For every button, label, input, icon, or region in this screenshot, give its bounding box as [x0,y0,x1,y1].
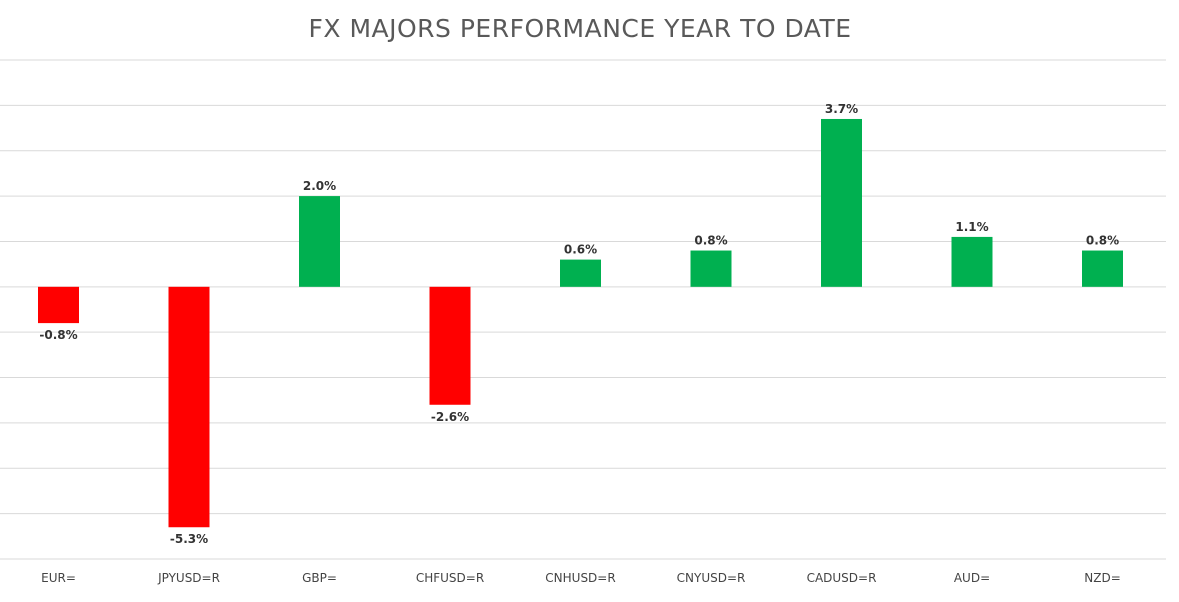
x-tick-label: EUR= [41,571,76,585]
data-label: 2.0% [303,179,336,193]
x-tick-label: NZD= [1084,571,1121,585]
bar-cadusd-r [821,118,862,287]
bar-chfusd-r [429,286,471,405]
data-label: 0.8% [1086,234,1119,248]
bar-eur [38,286,79,324]
x-tick-label: CADUSD=R [807,571,877,585]
x-tick-label: JPYUSD=R [157,571,220,585]
x-axis-tick-labels: EUR= JPYUSD=R GBP= CHFUSD=R CNHUSD=R CNYUSD=R… [41,571,1121,585]
data-label: 3.7% [825,102,858,116]
data-label: -0.8% [39,328,77,342]
data-label: -2.6% [431,410,469,424]
bars [38,118,1123,528]
data-label: -5.3% [170,532,208,546]
data-label: 0.8% [694,234,727,248]
x-tick-label: CNYUSD=R [677,571,746,585]
bar-cnhusd-r [560,259,601,287]
bar-jpyusd-r [168,286,210,528]
bar-cnyusd-r [690,250,732,287]
x-tick-label: CNHUSD=R [545,571,615,585]
x-tick-label: AUD= [954,571,990,585]
bar-aud [951,236,993,287]
data-label: 1.1% [955,220,988,234]
x-tick-label: GBP= [302,571,337,585]
x-tick-label: CHFUSD=R [416,571,484,585]
bar-nzd [1082,250,1123,287]
data-label: 0.6% [564,243,597,257]
chart-title: FX MAJORS PERFORMANCE YEAR TO DATE [308,14,852,43]
bar-gbp [299,196,340,287]
data-labels: -0.8% -5.3% 2.0% -2.6% 0.6% 0.8% 3.7% 1.1% 0.8% [39,102,1119,546]
